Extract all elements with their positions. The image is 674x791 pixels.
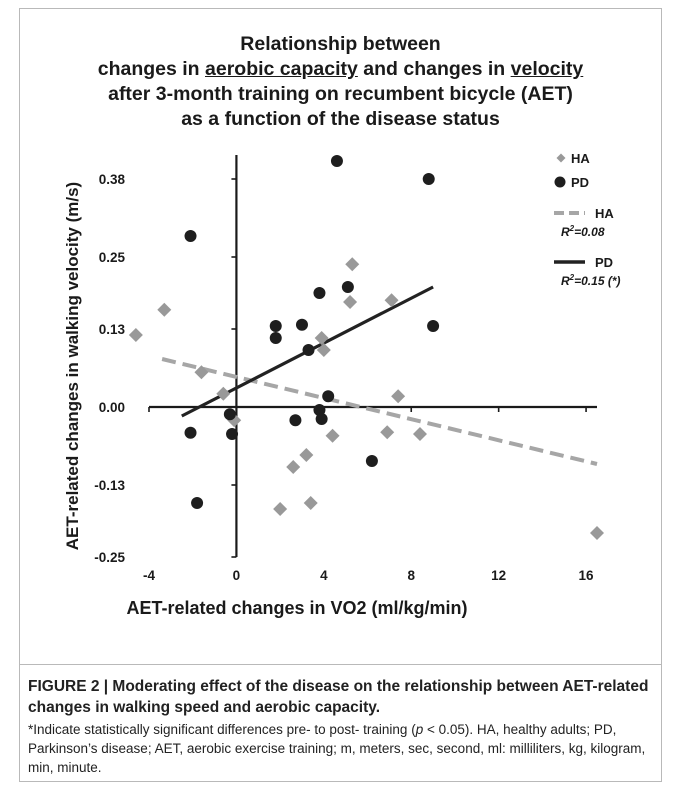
point-ha <box>299 448 314 462</box>
point-pd <box>341 281 354 293</box>
title-underlined-aerobic: aerobic capacity <box>205 58 358 80</box>
title-underlined-velocity: velocity <box>510 58 584 80</box>
caption-body-pre: *Indicate statistically significant diff… <box>28 722 416 737</box>
point-ha <box>286 460 301 474</box>
caption-body-post: < 0.05). HA, healthy adults; PD, Parkins… <box>28 722 646 775</box>
x-tick-label: 4 <box>320 568 328 583</box>
x-tick-label: -4 <box>143 568 155 583</box>
y-tick-label: -0.13 <box>94 478 125 493</box>
y-tick-label: -0.25 <box>94 550 125 565</box>
legend-ha-line-label: HA <box>595 206 614 221</box>
legend-pd-marker <box>554 176 566 188</box>
point-pd <box>315 413 328 425</box>
point-ha <box>194 365 209 380</box>
point-ha <box>157 302 172 317</box>
point-ha <box>345 257 360 272</box>
x-tick-label: 8 <box>407 568 415 583</box>
title-line2-mid: and changes in <box>357 58 511 80</box>
chart-legend: HA PD HA R2=0.08 PD R2=0.15 (*) <box>554 151 620 288</box>
point-pd <box>184 426 197 439</box>
point-ha <box>273 502 288 516</box>
point-ha <box>325 428 340 443</box>
tick-labels: -0.25 -0.13 0.00 0.13 0.25 0.38 -4 0 4 8 12 16 <box>94 172 594 583</box>
legend-pd-r2: R2=0.15 (*) <box>561 273 620 288</box>
x-tick-label: 0 <box>233 568 241 583</box>
point-ha <box>128 328 143 342</box>
point-pd <box>365 455 378 467</box>
y-tick-label: 0.25 <box>99 250 126 265</box>
caption-p-symbol: p <box>415 722 424 737</box>
chart-title-line-1: Relationship between <box>240 33 441 55</box>
point-pd <box>313 287 326 299</box>
point-ha <box>380 425 395 440</box>
chart-title-line-2: changes in aerobic capacity and changes … <box>19 57 662 81</box>
caption-divider <box>19 664 662 665</box>
point-ha <box>314 331 329 345</box>
scatter-chart: -0.25 -0.13 0.00 0.13 0.25 0.38 -4 0 4 8 12 16 HA PD… <box>63 151 620 618</box>
point-ha <box>303 496 318 510</box>
title-line2-pre: changes in <box>97 58 205 80</box>
point-pd <box>223 408 236 421</box>
trendline-ha <box>161 357 598 466</box>
chart-title-line-4: as a function of the disease status <box>181 108 500 130</box>
legend-ha-r2: R2=0.08 <box>561 224 605 239</box>
x-tick-label: 16 <box>579 568 595 583</box>
point-pd <box>289 414 302 427</box>
figure-frame <box>19 8 662 782</box>
legend-ha-label: HA <box>571 151 590 166</box>
y-tick-label: 0.00 <box>99 400 125 415</box>
legend-ha-marker <box>556 153 566 163</box>
point-ha <box>216 386 231 401</box>
y-tick-label: 0.13 <box>99 322 126 337</box>
point-ha <box>316 343 331 357</box>
point-pd <box>422 173 435 185</box>
point-pd <box>269 332 282 344</box>
x-axis-label: AET-related changes in VO2 (ml/kg/min) <box>126 598 467 618</box>
point-ha <box>343 295 358 309</box>
caption-body: *Indicate statistically significant diff… <box>28 720 654 777</box>
figure-caption: FIGURE 2 | Moderating effect of the dise… <box>28 676 654 777</box>
point-ha <box>412 427 427 441</box>
point-pd <box>226 428 239 440</box>
point-pd <box>269 320 282 332</box>
legend-pd-label: PD <box>571 175 589 190</box>
point-pd <box>302 344 315 356</box>
point-pd <box>184 230 197 242</box>
point-pd <box>322 390 335 403</box>
legend-pd-line-label: PD <box>595 255 613 270</box>
point-ha <box>391 389 406 404</box>
data-points <box>128 155 604 540</box>
point-pd <box>295 318 308 331</box>
point-ha <box>384 293 399 308</box>
chart-title-line-3: after 3-month training on recumbent bicy… <box>108 83 573 105</box>
point-pd <box>330 155 343 167</box>
chart-axes <box>148 155 597 558</box>
y-tick-label: 0.38 <box>99 172 126 187</box>
point-ha <box>590 526 604 540</box>
x-tick-label: 12 <box>491 568 506 583</box>
point-pd <box>427 320 440 332</box>
point-pd <box>191 497 204 509</box>
caption-heading: FIGURE 2 | Moderating effect of the dise… <box>28 678 649 716</box>
y-axis-label: AET-related changes in walking velocity … <box>63 182 82 550</box>
point-pd <box>313 404 326 416</box>
